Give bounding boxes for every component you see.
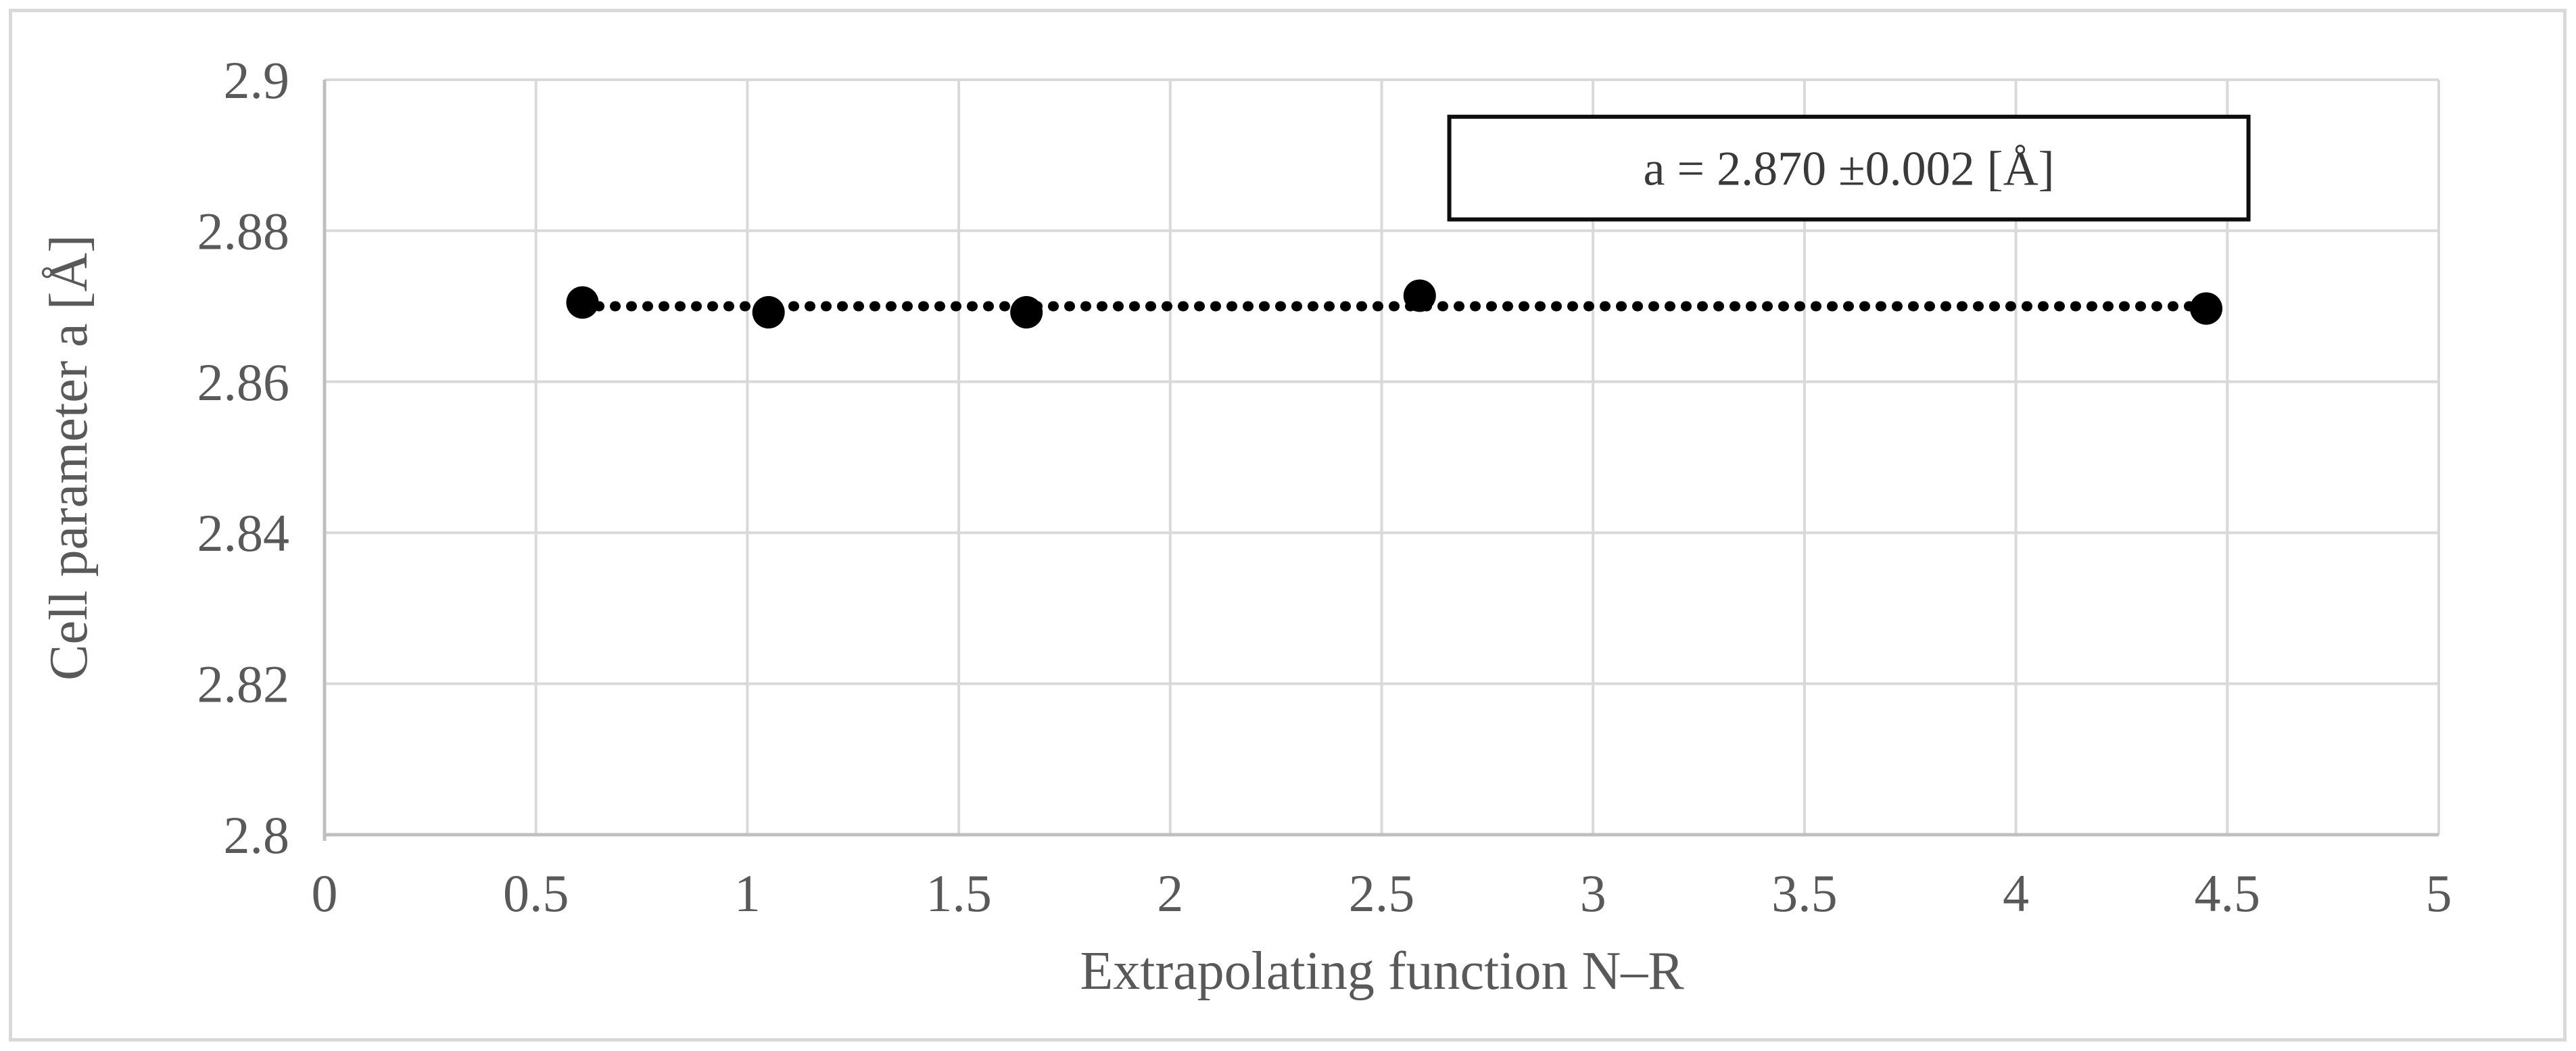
chart-border [9, 9, 2567, 1042]
data-point [752, 296, 785, 329]
x-tick-label: 3 [1580, 864, 1606, 923]
data-point [2190, 292, 2223, 325]
y-tick-label: 2.9 [224, 51, 290, 109]
y-tick-label: 2.86 [197, 353, 290, 412]
annotation-text: a = 2.870 ±0.002 [Å] [1644, 142, 2055, 196]
x-tick-label: 1.5 [926, 864, 992, 923]
x-tick-label: 0.5 [503, 864, 569, 923]
x-tick-label: 2.5 [1349, 864, 1415, 923]
x-tick-label: 4 [2003, 864, 2029, 923]
x-tick-label: 3.5 [1771, 864, 1838, 923]
x-tick-label: 4.5 [2195, 864, 2261, 923]
data-point [1010, 296, 1043, 329]
data-point [1403, 279, 1436, 312]
x-tick-label: 5 [2426, 864, 2452, 923]
y-tick-label: 2.8 [224, 806, 290, 864]
x-tick-label: 0 [312, 864, 338, 923]
y-tick-label: 2.84 [197, 504, 290, 562]
x-tick-label: 2 [1157, 864, 1183, 923]
annotation-box [1447, 114, 2251, 222]
x-axis-title: Extrapolating function N–R [1080, 942, 1684, 1001]
y-tick-label: 2.88 [197, 201, 290, 260]
data-point [566, 286, 599, 319]
y-axis-title: Cell parameter a [Å] [39, 235, 99, 681]
x-tick-label: 1 [734, 864, 761, 923]
y-tick-label: 2.82 [197, 655, 290, 714]
